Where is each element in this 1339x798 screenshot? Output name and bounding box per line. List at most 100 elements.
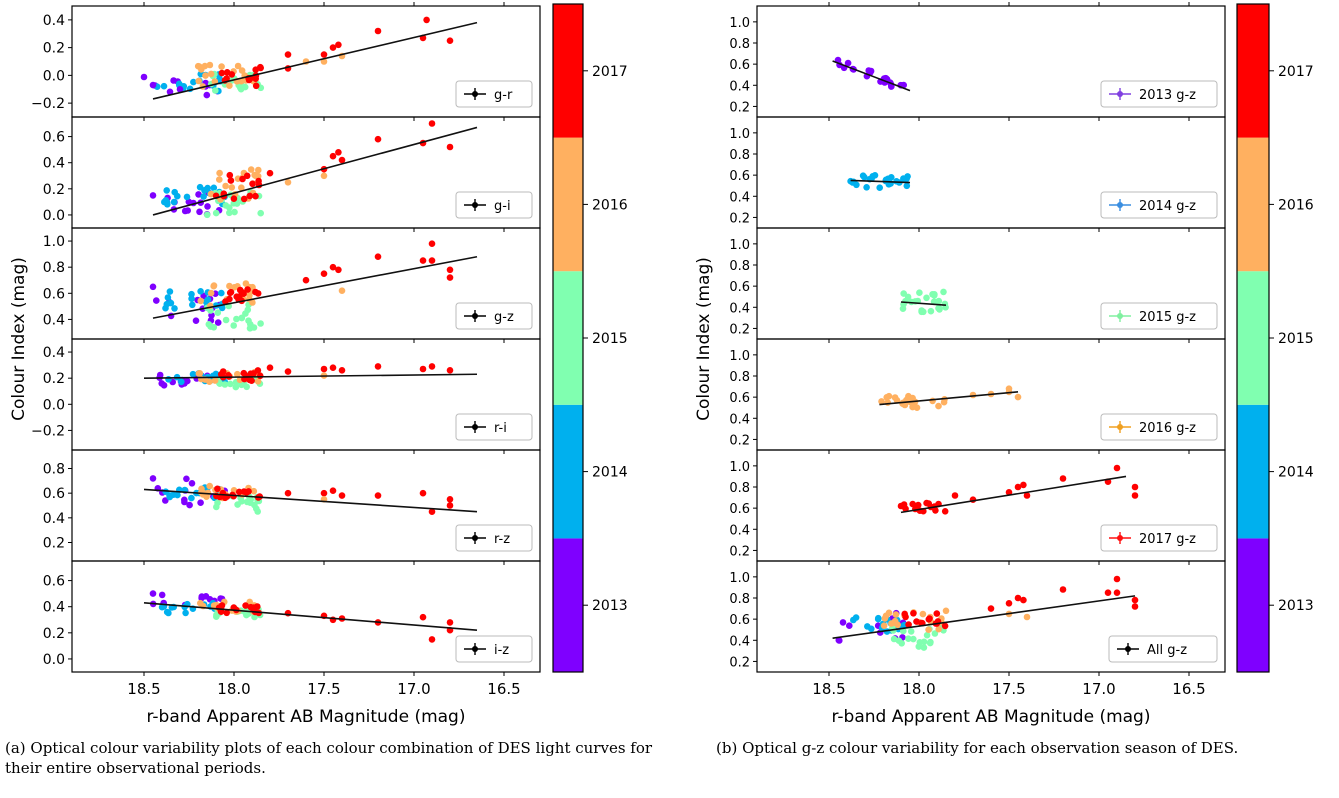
data-point: [1131, 483, 1139, 491]
data-point: [923, 499, 930, 507]
data-point: [221, 381, 229, 388]
data-point: [888, 83, 895, 90]
colorbar-segment-2013: [1237, 538, 1269, 672]
colorbar-segment-2014: [1237, 404, 1269, 539]
subplot-2014-g-z: 0.2 0.4 0.6 0.8 1.0 2014 g-z: [729, 116, 1226, 232]
data-point: [428, 240, 436, 247]
data-point: [196, 208, 203, 216]
data-points: [835, 575, 1139, 651]
data-point: [935, 402, 942, 410]
data-point: [230, 322, 237, 329]
fit-line: [850, 179, 911, 184]
data-point: [190, 78, 197, 86]
data-point: [1113, 589, 1121, 596]
data-point: [302, 276, 310, 284]
colorbar-label: 2013: [592, 598, 628, 614]
fit-line: [143, 488, 478, 513]
subplot-2013-g-z: 0.2 0.4 0.6 0.8 1.0 2013 g-z: [729, 2, 1226, 121]
data-point: [446, 274, 454, 281]
data-point: [175, 80, 183, 88]
data-point: [329, 487, 337, 495]
data-point: [905, 621, 912, 628]
data-point: [910, 610, 917, 617]
legend: All g-z: [1108, 635, 1218, 663]
data-point: [251, 613, 258, 621]
data-point: [218, 69, 226, 77]
data-point: [900, 290, 907, 297]
data-point: [941, 622, 949, 630]
data-point: [214, 499, 221, 507]
data-point: [1020, 481, 1027, 489]
data-point: [188, 480, 196, 487]
y-tick-label: 0.8: [729, 481, 750, 496]
data-point: [254, 367, 262, 374]
data-point: [320, 489, 328, 497]
data-point: [850, 616, 857, 624]
data-point: [923, 294, 930, 302]
data-point: [254, 166, 262, 174]
fit-line: [832, 595, 1136, 639]
data-point: [1131, 596, 1139, 604]
data-point: [874, 615, 882, 623]
y-tick-label: 0.2: [43, 371, 65, 387]
data-point: [234, 370, 241, 378]
y-tick-label: 0.6: [729, 169, 750, 184]
data-point: [234, 62, 242, 70]
data-point: [170, 491, 177, 499]
data-point: [835, 636, 843, 644]
data-point: [446, 367, 454, 374]
y-tick-label: 0.4: [729, 412, 750, 427]
data-point: [428, 120, 436, 127]
data-point: [226, 82, 233, 89]
y-tick-label: 0.4: [729, 79, 750, 94]
data-point: [844, 59, 852, 67]
data-point: [338, 156, 346, 164]
legend-marker-dot: [1117, 313, 1123, 319]
data-point: [219, 368, 227, 375]
data-point: [250, 487, 258, 495]
data-point: [234, 501, 241, 508]
data-point: [202, 72, 209, 79]
data-point: [246, 499, 254, 507]
subplot-2017-g-z: 0.2 0.4 0.6 0.8 1.0 2017 g-z: [729, 449, 1226, 565]
y-tick-label: 0.0: [43, 652, 65, 668]
data-point: [927, 307, 935, 315]
data-point: [329, 263, 337, 271]
data-point: [162, 497, 169, 504]
data-point: [140, 73, 148, 81]
data-point: [228, 71, 236, 78]
x-tick-label: 17.0: [397, 680, 430, 698]
subplot-2015-g-z: 0.2 0.4 0.6 0.8 1.0 2015 g-z: [729, 227, 1226, 343]
data-point: [222, 298, 229, 305]
data-point: [942, 607, 950, 615]
data-point: [245, 317, 252, 325]
data-point: [212, 87, 219, 94]
data-points: [149, 120, 454, 219]
y-tick-label: 0.2: [729, 211, 750, 226]
data-point: [941, 508, 949, 515]
data-point: [931, 630, 939, 637]
legend: i-z: [455, 635, 533, 663]
data-point: [170, 198, 178, 206]
data-point: [211, 377, 219, 384]
data-point: [923, 631, 931, 639]
data-point: [446, 37, 454, 44]
colorbar-segment-2016: [553, 137, 583, 272]
y-axis-label: Colour Index (mag): [694, 257, 714, 421]
legend-marker-dot: [1117, 202, 1123, 208]
x-tick-label: 18.5: [812, 680, 845, 698]
data-point: [195, 370, 203, 377]
data-point: [428, 636, 436, 643]
data-point: [238, 314, 245, 322]
x-tick-label: 16.5: [1172, 680, 1205, 698]
data-point: [163, 608, 171, 616]
data-point: [329, 364, 337, 372]
data-point: [201, 187, 208, 194]
caption-b: (b) Optical g-z colour variability for e…: [716, 739, 1239, 757]
data-point: [200, 193, 207, 200]
fit-line: [832, 60, 911, 92]
data-point: [162, 304, 169, 312]
y-tick-label: 1.0: [43, 234, 65, 250]
legend-label: r-i: [494, 421, 507, 436]
colorbar-label: 2013: [1278, 598, 1314, 614]
